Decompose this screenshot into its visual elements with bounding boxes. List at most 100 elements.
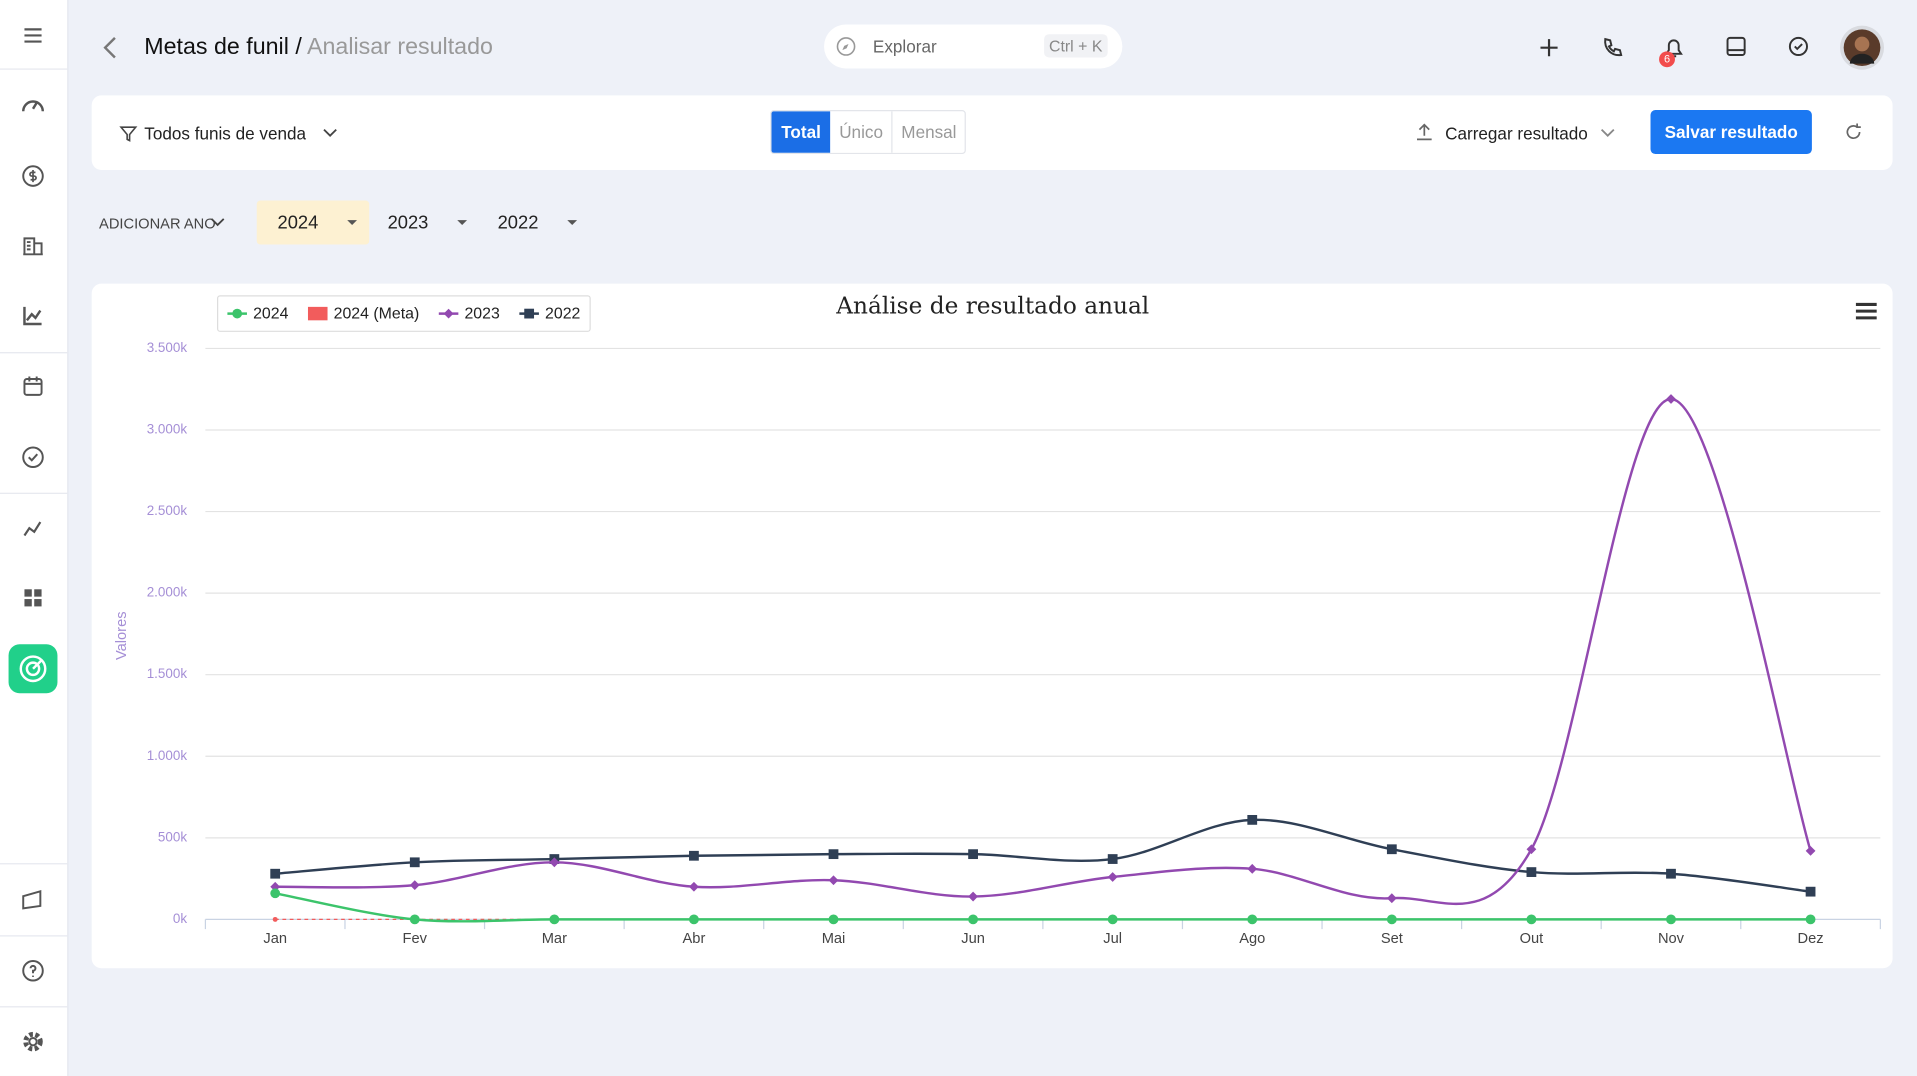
- tasks-icon[interactable]: [17, 441, 49, 473]
- funnel-filter[interactable]: Todos funis de venda: [144, 123, 307, 144]
- user-avatar[interactable]: [1839, 24, 1885, 70]
- x-tick-label: Jul: [1103, 931, 1122, 947]
- finance-icon[interactable]: [17, 160, 49, 192]
- widgets-icon[interactable]: [17, 582, 49, 614]
- point: [409, 880, 420, 891]
- legend: 2024 2024 (Meta) 2023 2022: [217, 295, 591, 332]
- calendar-icon[interactable]: [17, 370, 49, 402]
- news-icon[interactable]: [17, 884, 49, 916]
- dropdown-arrow[interactable]: [346, 218, 358, 228]
- year-select[interactable]: 2023: [387, 212, 429, 234]
- point: [270, 888, 281, 899]
- dashboard-icon[interactable]: [17, 89, 49, 121]
- chart-title: Análise de resultado anual: [835, 292, 1149, 319]
- legend-label: 2022: [545, 305, 580, 322]
- mode-switch: Total Único Mensal: [770, 110, 967, 155]
- inbox-button[interactable]: [1723, 33, 1750, 60]
- trend-icon[interactable]: [17, 512, 49, 544]
- point: [1247, 914, 1258, 925]
- y-tick-label: 2.500k: [147, 503, 188, 518]
- legend-swatch: [307, 306, 328, 321]
- point: [1107, 914, 1118, 925]
- y-axis-label: Valores: [114, 611, 130, 660]
- x-tick-label: Nov: [1658, 931, 1685, 947]
- series-line: [275, 818, 1811, 893]
- point: [1805, 914, 1816, 925]
- point: [968, 914, 978, 925]
- mode-button[interactable]: Único: [831, 111, 893, 153]
- point: [1247, 814, 1258, 825]
- point: [1386, 844, 1397, 855]
- point: [1526, 844, 1537, 855]
- point: [828, 849, 839, 860]
- mode-button[interactable]: Mensal: [901, 122, 957, 142]
- company-icon[interactable]: [17, 230, 49, 262]
- search-placeholder: Explorar: [872, 36, 937, 57]
- point: [270, 868, 281, 879]
- search-box[interactable]: Explorar Ctrl + K: [824, 24, 1123, 69]
- y-tick-label: 2.000k: [147, 585, 188, 600]
- save-button[interactable]: Salvar resultado: [1650, 110, 1812, 155]
- series-line: [275, 397, 1812, 906]
- mode-button[interactable]: Total: [771, 111, 831, 153]
- x-tick-label: Set: [1381, 931, 1403, 947]
- point: [968, 891, 978, 902]
- sidebar: [0, 0, 69, 1076]
- point: [689, 850, 699, 861]
- goals-icon-active[interactable]: [8, 644, 58, 694]
- point: [1107, 872, 1118, 882]
- dropdown-arrow[interactable]: [456, 218, 468, 228]
- y-tick-label: 3.000k: [147, 422, 188, 437]
- legend-label: 2024 (Meta): [334, 305, 420, 322]
- legend-box: [217, 295, 591, 332]
- point: [524, 308, 535, 319]
- point: [409, 857, 420, 868]
- page-subtitle: Analisar resultado: [306, 34, 493, 60]
- phone-button[interactable]: [1599, 34, 1626, 61]
- breadcrumb-separator: /: [295, 34, 302, 60]
- y-tick-label: 1.000k: [147, 748, 188, 763]
- y-tick-label: 0k: [173, 911, 187, 926]
- settings-icon[interactable]: [17, 1026, 49, 1058]
- point: [1526, 867, 1537, 877]
- point: [828, 875, 839, 886]
- x-tick-label: Ago: [1239, 931, 1265, 947]
- series-line: [274, 892, 1811, 923]
- breadcrumb: Metas de funil / Analisar resultado: [144, 34, 493, 61]
- y-tick-label: 3.500k: [147, 340, 188, 355]
- add-button[interactable]: [1536, 34, 1563, 61]
- point: [1386, 914, 1397, 925]
- refresh-button[interactable]: [1842, 121, 1864, 143]
- point: [272, 916, 278, 922]
- legend-label: 2024: [253, 305, 288, 322]
- point: [689, 914, 699, 925]
- point: [828, 914, 839, 925]
- point: [1666, 914, 1676, 925]
- point: [1805, 845, 1816, 856]
- check-button[interactable]: [1785, 33, 1812, 60]
- load-result[interactable]: Carregar resultado: [1445, 123, 1588, 144]
- year-select[interactable]: 2024: [277, 212, 319, 234]
- chart: Análise de resultado anual Valores 0k 500…: [114, 292, 1881, 947]
- dropdown-arrow[interactable]: [566, 218, 578, 228]
- x-tick-label: Fev: [403, 931, 428, 947]
- legend-label: 2023: [464, 305, 499, 322]
- point: [409, 914, 420, 925]
- help-icon[interactable]: [17, 955, 49, 987]
- point: [1247, 863, 1258, 874]
- x-tick-label: Mar: [542, 931, 567, 947]
- chart-menu[interactable]: [1855, 302, 1877, 320]
- point: [232, 308, 243, 319]
- chart-card: Análise de resultado anual Valores 0k 500…: [91, 283, 1893, 969]
- menu-icon[interactable]: [17, 20, 49, 52]
- year-select[interactable]: 2022: [497, 212, 539, 234]
- point: [1805, 886, 1816, 897]
- add-year[interactable]: ADICIONAR ANO: [99, 215, 216, 233]
- point: [968, 849, 978, 860]
- report-icon[interactable]: [17, 300, 49, 332]
- page-title: Metas de funil: [144, 34, 289, 60]
- back-button[interactable]: [98, 34, 122, 61]
- x-tick-label: Abr: [683, 931, 706, 947]
